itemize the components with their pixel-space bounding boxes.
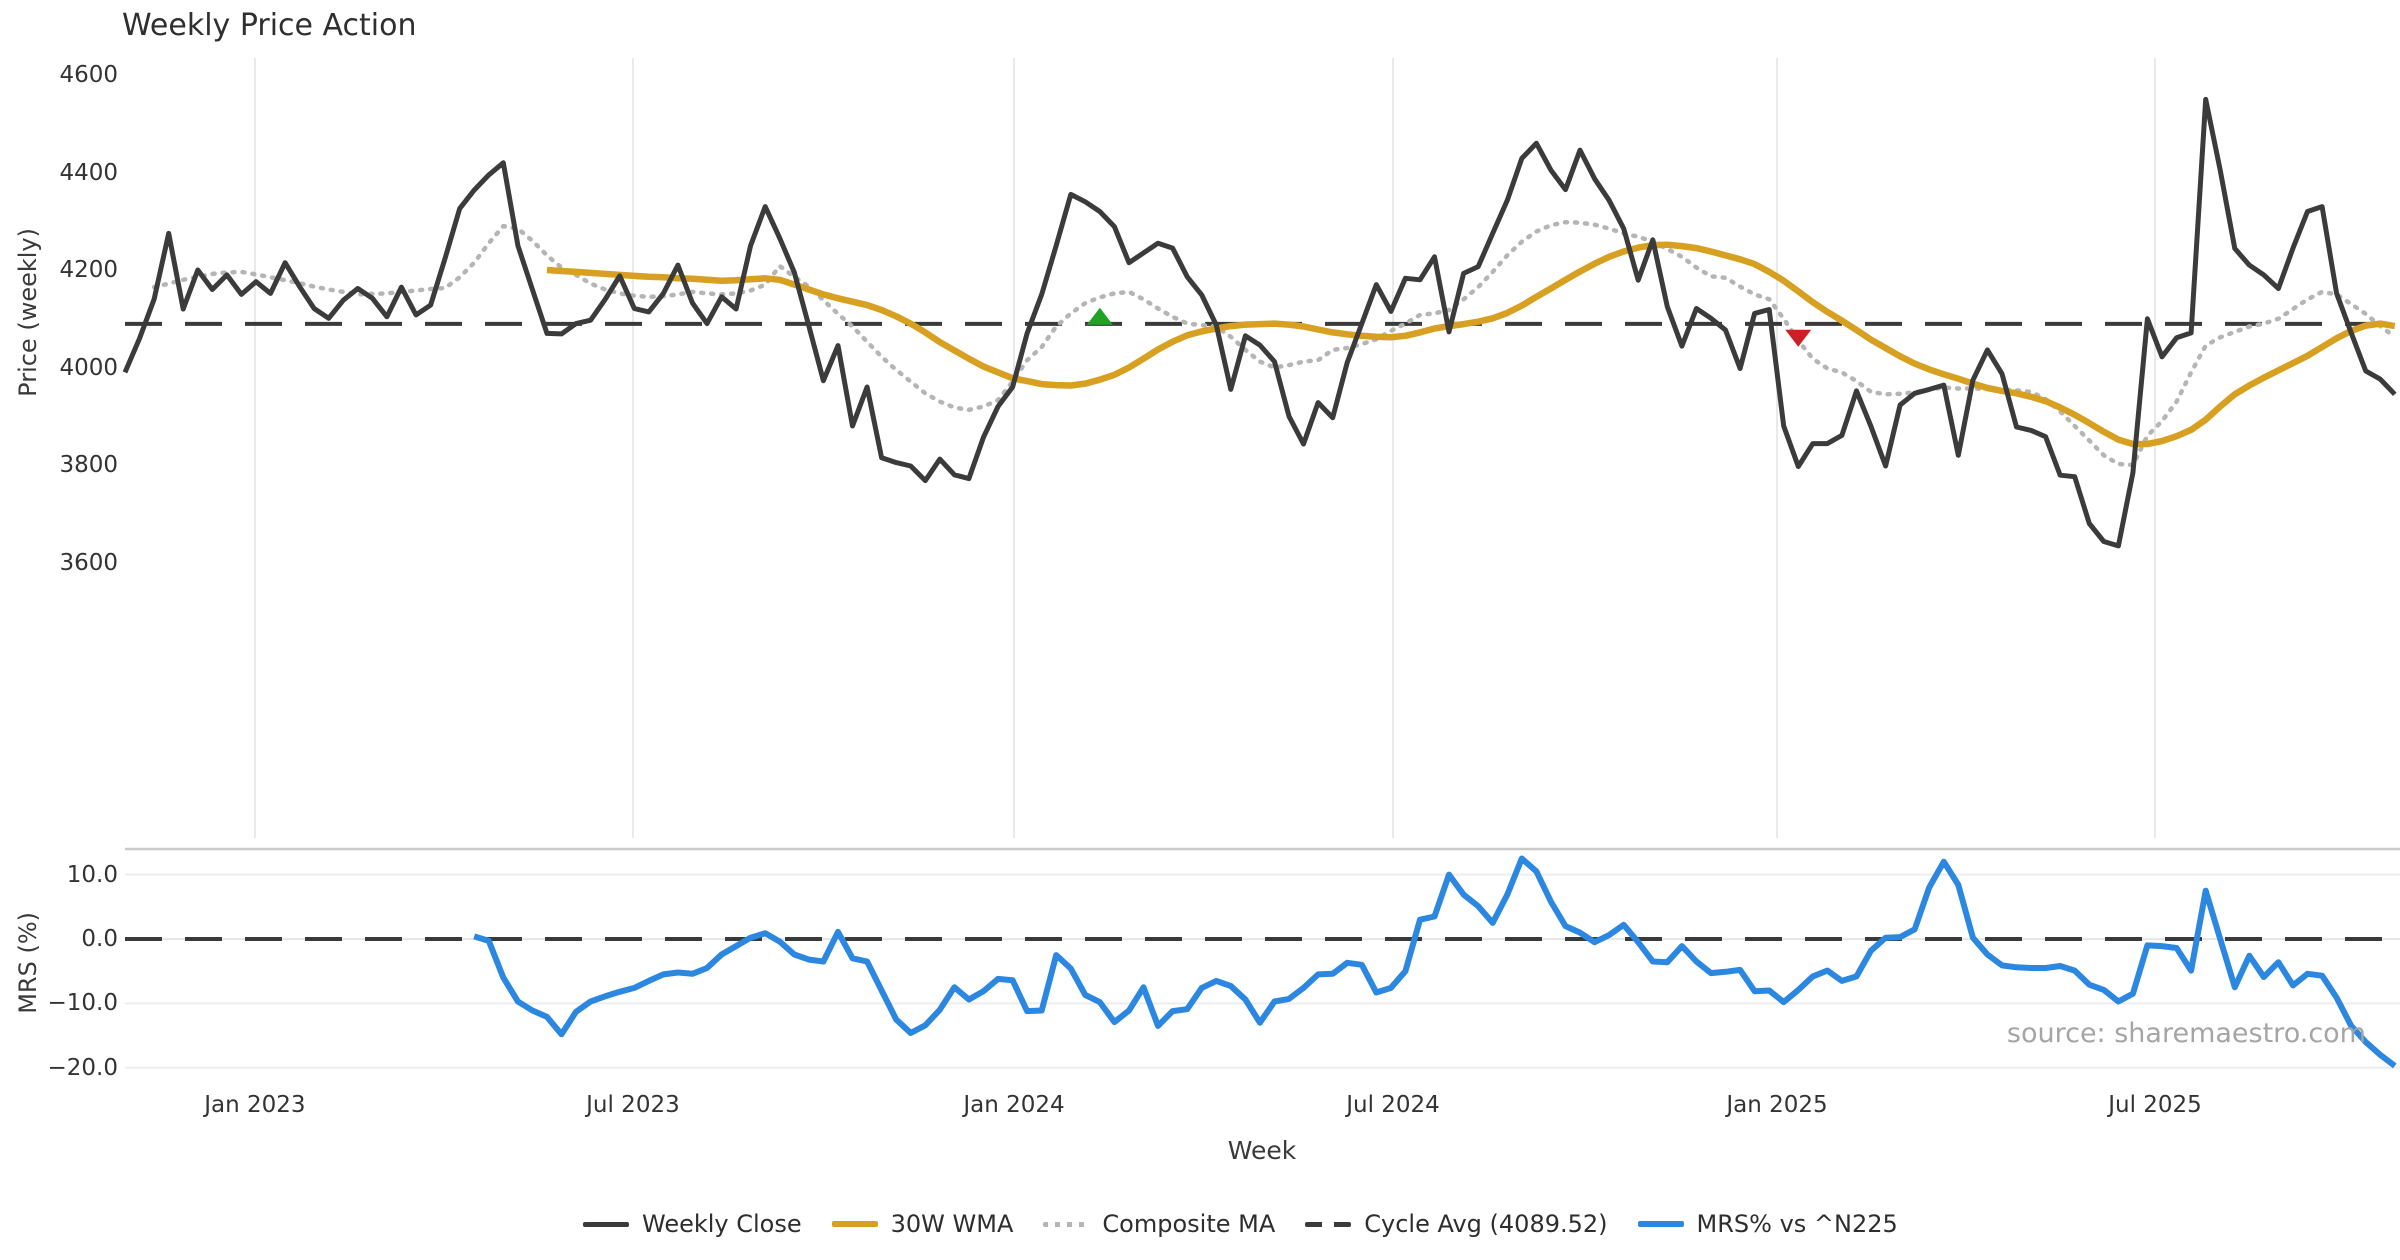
wma-swatch-icon [831,1221,878,1227]
legend-label: Cycle Avg (4089.52) [1364,1210,1608,1238]
x-tick-jan-2023: Jan 2023 [204,1092,306,1118]
price-tick-4600: 4600 [59,62,118,88]
legend-label: Composite MA [1102,1210,1276,1238]
x-tick-jul-2023: Jul 2023 [586,1092,680,1118]
x-tick-jul-2025: Jul 2025 [2108,1092,2202,1118]
chart-title: Weekly Price Action [122,8,417,43]
weekly-close-line [122,96,2397,549]
legend-label: Weekly Close [642,1210,802,1238]
triangle-up-marker-icon [1086,307,1113,325]
mrs-tick--10: −10.0 [47,990,118,1017]
mrs-tick--20: −20.0 [47,1054,118,1081]
price-tick-4000: 4000 [59,354,118,381]
mrs-tick-10: 10.0 [66,861,118,888]
mrs-swatch-icon [1637,1221,1684,1227]
mrs-vs-n225-line [473,855,2397,1069]
composite-swatch-icon [1043,1221,1090,1227]
legend-item-cycle-avg: Cycle Avg (4089.52) [1305,1210,1608,1238]
legend-item-30w-wma: 30W WMA [831,1210,1014,1238]
price-tick-4200: 4200 [59,257,118,283]
x-axis-label: Week [1227,1136,1297,1165]
price-tick-4400: 4400 [59,159,118,186]
x-tick-jan-2025: Jan 2025 [1726,1092,1828,1118]
source-watermark: source: sharemaestro.com [2006,1018,2366,1049]
triangle-down-marker-icon [1785,329,1812,347]
legend-label: 30W WMA [890,1210,1014,1238]
legend-item-weekly-close: Weekly Close [583,1210,802,1238]
cycle-avg-swatch-icon [1305,1221,1352,1227]
price-tick-3600: 3600 [59,549,118,576]
composite-ma-line [151,219,2398,468]
legend-label: MRS% vs ^N225 [1696,1210,1898,1238]
legend-item-mrs: MRS% vs ^N225 [1637,1210,1898,1238]
mrs-tick-0: 0.0 [81,926,118,952]
legend: Weekly Close 30W WMA Composite MA Cycle … [583,1210,1898,1238]
legend-item-composite-ma: Composite MA [1043,1210,1275,1238]
weekly-close-swatch-icon [583,1221,629,1227]
price-tick-3800: 3800 [59,452,118,478]
x-tick-jul-2024: Jul 2024 [1346,1092,1440,1118]
x-tick-jan-2024: Jan 2024 [963,1092,1065,1118]
30w-wma-line [546,241,2396,448]
